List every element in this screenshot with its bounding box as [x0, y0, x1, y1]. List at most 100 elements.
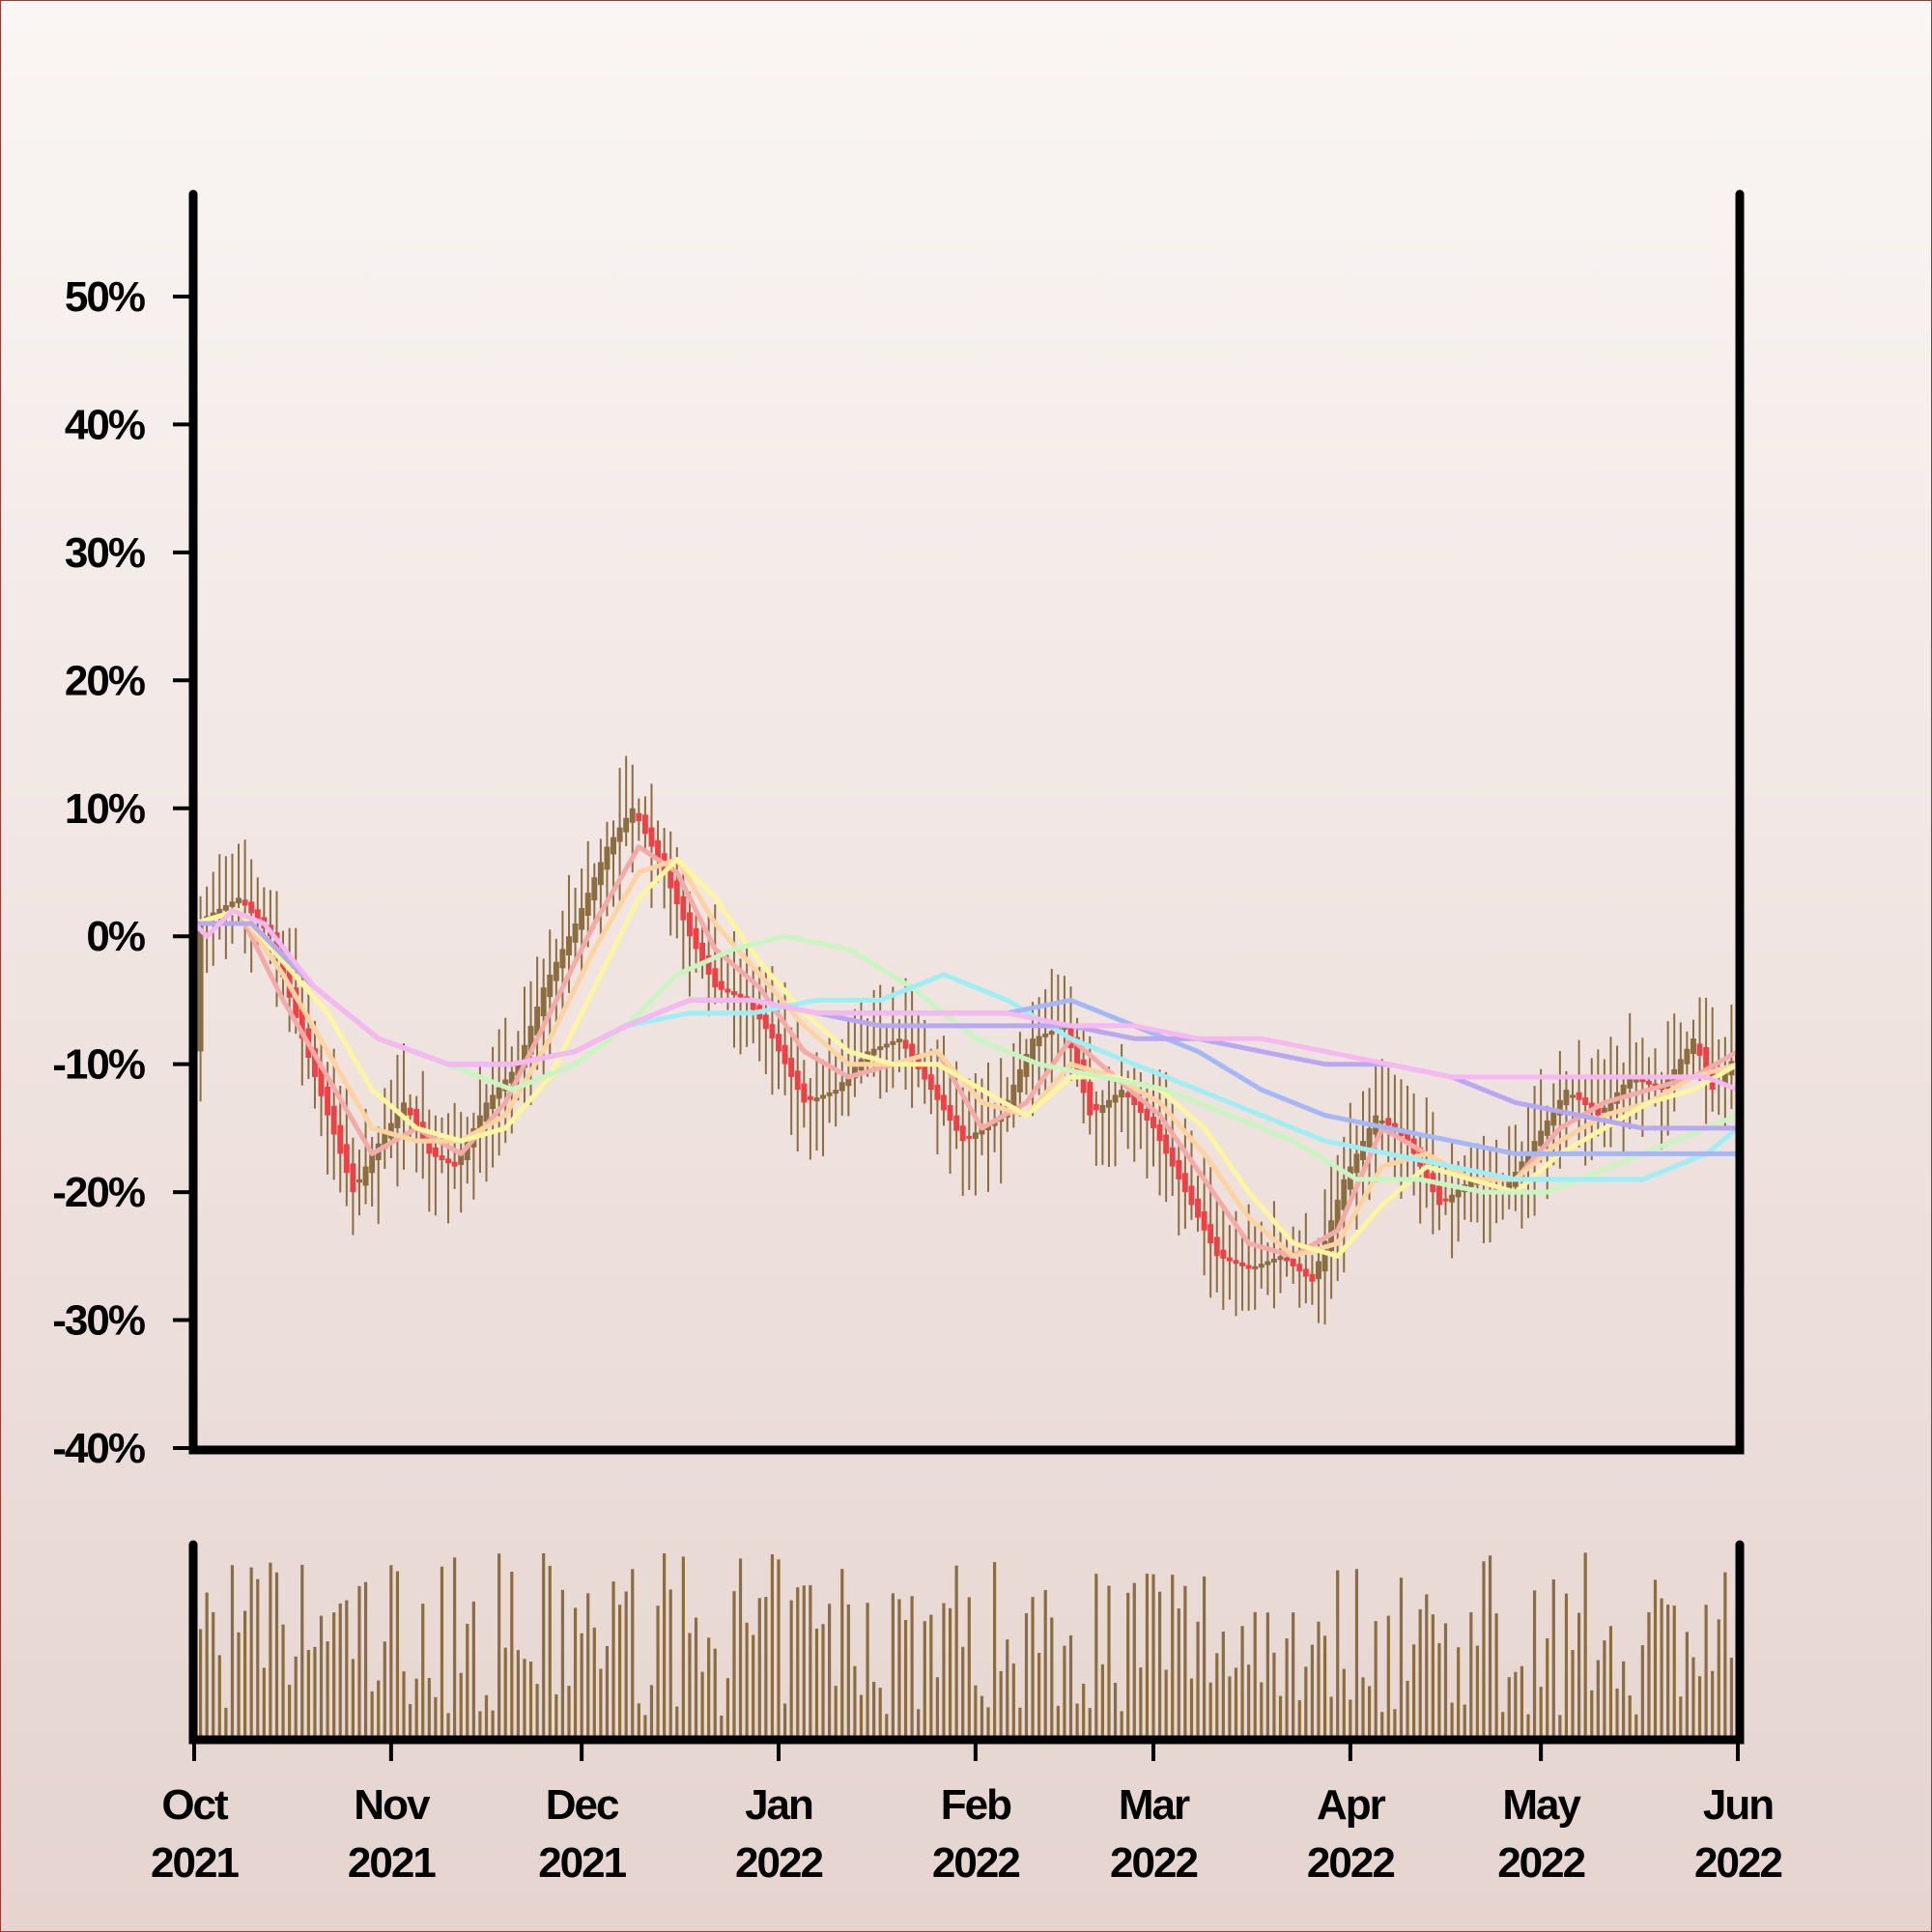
candle-body — [483, 1102, 490, 1122]
candle-body — [1296, 1264, 1303, 1272]
candle-body — [922, 1064, 928, 1080]
volume-bar — [891, 1593, 895, 1736]
volume-bar — [1647, 1611, 1651, 1736]
volume-bar — [205, 1592, 209, 1736]
volume-bar — [1336, 1570, 1340, 1736]
volume-bar — [1006, 1639, 1009, 1736]
volume-bar — [1469, 1612, 1473, 1736]
volume-bar — [453, 1557, 457, 1736]
x-tick-label-month: May — [1502, 1781, 1581, 1829]
candle-body — [1309, 1273, 1316, 1282]
candle-body — [1316, 1261, 1321, 1280]
volume-bar — [757, 1598, 761, 1736]
candle-body — [718, 980, 724, 990]
y-tick-label: 50% — [65, 273, 145, 321]
candle-body — [330, 1105, 337, 1135]
volume-bar — [1151, 1574, 1155, 1736]
volume-bar — [580, 1633, 583, 1736]
candle-body — [807, 1095, 813, 1100]
y-tick-label: 10% — [65, 785, 145, 833]
volume-bar — [1514, 1671, 1518, 1736]
candle-body — [1442, 1198, 1449, 1202]
volume-bar — [725, 1678, 729, 1736]
candle-body — [432, 1147, 439, 1157]
candle-body — [737, 993, 744, 998]
candle-body — [325, 1086, 331, 1116]
candle-body — [1144, 1109, 1151, 1121]
candle-body — [890, 1040, 896, 1045]
axes — [188, 189, 1745, 1745]
volume-bar — [885, 1714, 889, 1736]
volume-bar — [599, 1668, 603, 1736]
candle-body — [680, 895, 687, 921]
candle-body — [401, 1102, 407, 1119]
volume-bar — [198, 1629, 203, 1736]
volume-bar — [1520, 1665, 1524, 1736]
volume-bar — [294, 1656, 298, 1736]
volume-bar — [1043, 1589, 1047, 1736]
volume-bar — [1157, 1591, 1162, 1736]
volume-bar — [1068, 1634, 1073, 1736]
candle-body — [1284, 1257, 1291, 1262]
candle-body — [222, 905, 229, 911]
candle-body — [1588, 1102, 1595, 1111]
volume-bar — [605, 1646, 610, 1736]
candle-body — [712, 968, 719, 988]
volume-bar — [1711, 1670, 1715, 1736]
volume-bar — [377, 1680, 381, 1736]
volume-bar — [1094, 1574, 1098, 1736]
candle-body — [902, 1039, 909, 1049]
candle-body — [972, 1132, 979, 1139]
volume-bar — [897, 1599, 901, 1736]
volume-bar — [992, 1562, 997, 1736]
candle-body — [1627, 1076, 1634, 1089]
volume-bar — [1697, 1676, 1702, 1736]
x-tick-label-year: 2022 — [1497, 1839, 1584, 1887]
volume-bar — [466, 1624, 469, 1736]
candle-body — [1334, 1200, 1341, 1231]
volume-bar — [1329, 1696, 1333, 1736]
volume-bar — [1247, 1664, 1251, 1736]
volume-bar — [573, 1607, 578, 1736]
volume-bar — [745, 1622, 749, 1736]
volume-bar — [249, 1567, 253, 1736]
y-tick-label: -20% — [52, 1169, 145, 1216]
volume-bar — [789, 1600, 793, 1736]
candle-body — [242, 899, 248, 906]
volume-bar — [262, 1667, 266, 1736]
volume-bar — [414, 1678, 418, 1736]
volume-bar — [1317, 1621, 1321, 1736]
volume-bar — [637, 1703, 640, 1736]
volume-bar — [1018, 1707, 1022, 1736]
volume-bar — [389, 1565, 393, 1736]
x-tick-label-month: Nov — [354, 1781, 431, 1829]
candle-body — [382, 1133, 388, 1150]
y-tick-label: 30% — [65, 529, 145, 577]
volume-bar — [434, 1696, 438, 1736]
moving-average-lines — [191, 844, 1741, 1259]
volume-bar — [288, 1685, 292, 1736]
volume-bar — [1310, 1644, 1314, 1736]
candle-body — [959, 1125, 966, 1142]
volume-bar — [313, 1646, 317, 1736]
candle-body — [883, 1043, 890, 1048]
volume-bar — [1723, 1572, 1727, 1736]
candle-body — [1595, 1107, 1602, 1116]
volume-bar — [777, 1559, 781, 1736]
candle-body — [966, 1135, 973, 1139]
volume-bar — [1292, 1612, 1295, 1736]
candle-body — [668, 866, 674, 889]
volume-bar — [732, 1591, 736, 1736]
volume-bar — [872, 1681, 876, 1736]
candle-body — [229, 901, 236, 907]
candle-body — [1690, 1038, 1696, 1055]
volume-bar — [700, 1671, 704, 1736]
y-tick-label: 0% — [86, 913, 144, 960]
candle-body — [611, 837, 616, 855]
volume-bar — [548, 1565, 552, 1736]
candle-body — [781, 1044, 788, 1065]
volume-bar — [1475, 1645, 1479, 1736]
volume-bar — [421, 1604, 425, 1736]
candle-body — [1156, 1123, 1163, 1142]
volume-bar — [1704, 1605, 1708, 1736]
